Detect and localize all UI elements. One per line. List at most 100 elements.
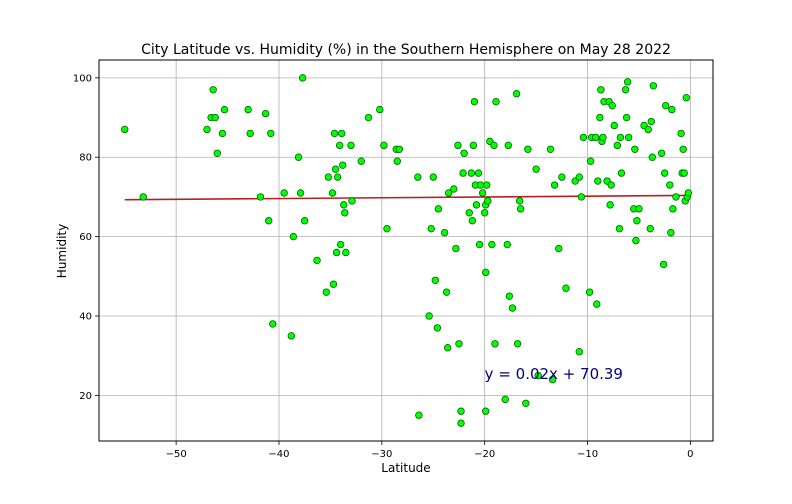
- data-point: [218, 129, 227, 138]
- data-point: [657, 149, 666, 157]
- data-point: [599, 133, 607, 142]
- data-point: [660, 169, 669, 177]
- data-point: [484, 197, 492, 205]
- data-point: [269, 320, 277, 328]
- data-point: [339, 161, 347, 169]
- data-point: [469, 141, 478, 150]
- x-tick-label: 0: [687, 449, 693, 460]
- data-point: [209, 86, 217, 94]
- grid: [99, 60, 713, 441]
- data-point: [624, 133, 633, 142]
- data-point: [515, 197, 524, 205]
- data-point: [244, 105, 252, 114]
- data-point: [261, 109, 270, 118]
- data-point: [457, 419, 465, 427]
- data-point: [546, 145, 555, 153]
- data-point: [340, 201, 348, 209]
- data-point: [380, 141, 388, 150]
- x-tick-label: −50: [166, 449, 187, 460]
- data-point: [505, 292, 514, 300]
- data-point: [470, 97, 479, 106]
- data-point: [434, 205, 443, 213]
- data-point: [512, 90, 521, 98]
- data-point: [313, 256, 321, 265]
- data-point: [324, 173, 333, 181]
- data-point: [482, 268, 490, 277]
- data-point: [427, 224, 435, 233]
- data-point: [328, 189, 337, 197]
- data-point: [646, 224, 654, 233]
- data-point: [246, 129, 254, 138]
- y-tick-label: 60: [79, 232, 92, 243]
- data-point: [322, 288, 330, 296]
- data-point: [443, 344, 452, 352]
- data-point: [672, 193, 680, 201]
- data-point: [677, 129, 685, 138]
- data-point: [347, 141, 355, 150]
- data-point: [555, 244, 563, 253]
- data-point: [622, 113, 631, 122]
- data-point: [341, 209, 349, 217]
- data-point: [454, 141, 462, 150]
- y-tick-label: 80: [79, 153, 92, 164]
- data-point: [524, 145, 532, 153]
- data-point: [606, 201, 614, 209]
- data-point: [504, 141, 513, 150]
- x-tick-label: −10: [577, 449, 598, 460]
- data-point: [480, 209, 489, 217]
- data-point: [335, 141, 344, 150]
- data-point: [457, 407, 465, 415]
- data-point: [264, 217, 273, 225]
- data-point: [575, 173, 583, 181]
- data-point: [661, 101, 670, 110]
- data-point: [596, 113, 604, 122]
- regression-equation: y = 0.02x + 70.39: [485, 365, 623, 383]
- data-point: [460, 149, 468, 157]
- data-point: [617, 169, 626, 177]
- data-point: [357, 157, 365, 165]
- y-tick-label: 40: [79, 311, 92, 322]
- data-point: [586, 157, 595, 165]
- data-point: [336, 240, 345, 249]
- data-point: [329, 280, 338, 288]
- data-point: [287, 332, 296, 340]
- data-point: [644, 125, 652, 134]
- data-point: [483, 181, 491, 189]
- data-point: [294, 153, 303, 161]
- x-axis-label: Latitude: [381, 461, 430, 475]
- data-points: [121, 74, 693, 427]
- x-tick-label: −20: [474, 449, 495, 460]
- chart-title: City Latitude vs. Humidity (%) in the So…: [141, 42, 671, 58]
- data-point: [680, 169, 688, 177]
- regression-line-group: [124, 194, 688, 201]
- data-point: [414, 173, 422, 181]
- data-point: [669, 205, 677, 213]
- data-point: [425, 312, 433, 320]
- data-point: [376, 105, 384, 114]
- data-point: [465, 209, 473, 217]
- data-point: [442, 288, 451, 296]
- data-point: [364, 113, 373, 122]
- data-point: [491, 340, 499, 348]
- data-point: [139, 193, 147, 201]
- data-point: [648, 153, 657, 161]
- data-point: [633, 217, 641, 225]
- data-point: [492, 97, 500, 106]
- data-point: [298, 74, 307, 82]
- data-point: [478, 189, 487, 197]
- data-point: [682, 94, 690, 102]
- data-point: [490, 141, 498, 150]
- data-point: [684, 189, 693, 197]
- data-point: [467, 169, 476, 177]
- data-point: [631, 145, 639, 153]
- data-point: [592, 133, 600, 142]
- data-point: [332, 248, 341, 257]
- data-point: [679, 145, 687, 153]
- regression-line: [124, 194, 688, 201]
- plot-frame: [98, 59, 714, 442]
- data-point: [280, 189, 288, 197]
- data-point: [333, 173, 342, 181]
- data-point: [296, 189, 305, 197]
- data-point: [597, 86, 605, 94]
- data-point: [593, 300, 601, 308]
